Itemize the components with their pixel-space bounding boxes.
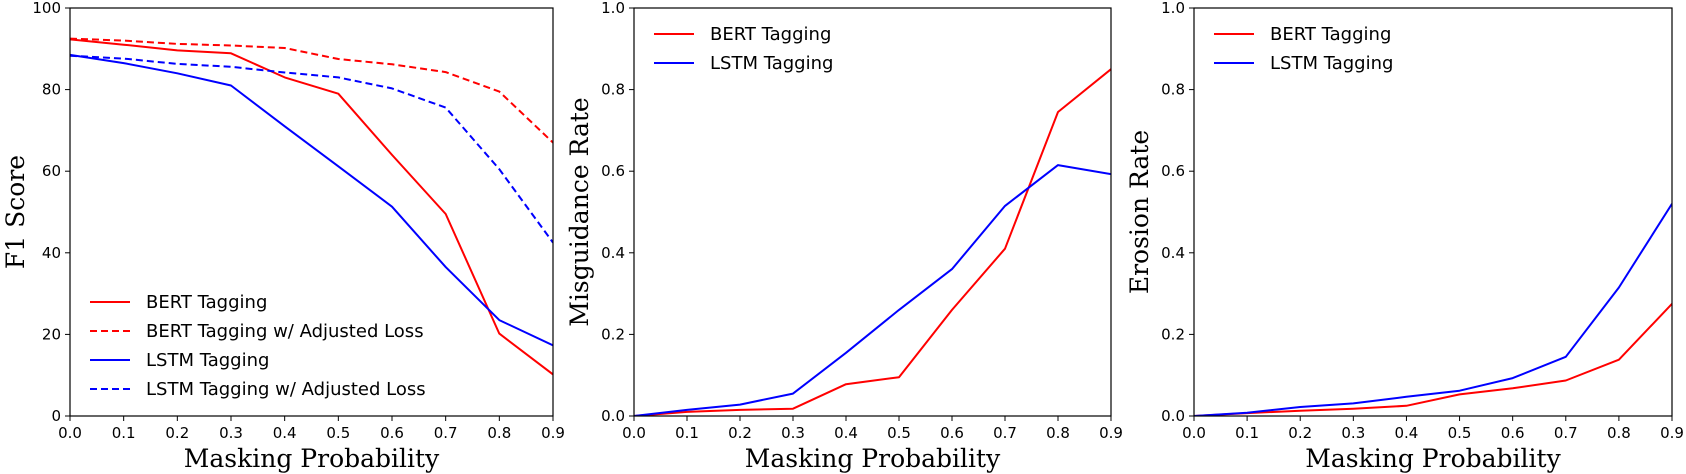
series-line-3	[70, 53, 553, 347]
y-tick-label: 20	[42, 325, 61, 343]
legend-label: BERT Tagging w/ Adjusted Loss	[146, 321, 424, 342]
legend-label: BERT Tagging	[146, 292, 267, 313]
axes-frame	[633, 7, 1112, 417]
x-tick-label: 0.8	[487, 424, 511, 442]
x-tick-label: 0.3	[219, 424, 243, 442]
legend-label: LSTM Tagging w/ Adjusted Loss	[146, 379, 426, 400]
y-tick-label: 1.0	[601, 0, 625, 17]
x-tick-label: 0.4	[1395, 424, 1419, 442]
y-tick-label: 60	[42, 162, 61, 180]
y-axis-label: Erosion Rate	[1125, 130, 1154, 294]
y-tick-label: 0.6	[601, 162, 625, 180]
x-tick-label: 0.0	[58, 424, 82, 442]
x-tick-label: 0.6	[380, 424, 404, 442]
y-tick-label: 0.6	[1161, 162, 1185, 180]
erosion-rate-chart: 0.0 0.1 0.2 0.3 0.4 0.5 0.6 0.7 0.8 0.9 0.0 0.2 0.4 0…	[1125, 0, 1684, 473]
x-tick-label: 0.4	[273, 424, 297, 442]
y-tick-label: 0.0	[1161, 407, 1185, 425]
y-tick-label: 0.8	[601, 81, 625, 99]
y-tick-label: 0.8	[1161, 81, 1185, 99]
series-line-2	[634, 164, 1111, 416]
y-tick-label: 0.0	[601, 407, 625, 425]
x-tick-label: 0.9	[1099, 424, 1123, 442]
series-line-1	[70, 38, 553, 376]
x-tick-label: 0.0	[1182, 424, 1206, 442]
y-tick-label: 1.0	[1161, 0, 1185, 17]
x-tick-label: 0.5	[1448, 424, 1472, 442]
x-axis-label: Masking Probability	[184, 444, 440, 473]
x-tick-label: 0.3	[781, 424, 805, 442]
x-tick-label: 0.7	[434, 424, 458, 442]
y-axis-label: F1 Score	[1, 155, 30, 269]
x-tick-label: 0.4	[834, 424, 858, 442]
x-tick-label: 0.1	[675, 424, 699, 442]
x-tick-label: 0.5	[887, 424, 911, 442]
legend-label: LSTM Tagging	[710, 53, 833, 74]
y-tick-label: 100	[32, 0, 61, 17]
misguidance-rate-chart: 0.0 0.1 0.2 0.3 0.4 0.5 0.6 0.7 0.8 0.9 0.0 0.2 0.4 0…	[565, 0, 1123, 473]
legend-label: BERT Tagging	[710, 24, 831, 45]
y-tick-label: 40	[42, 244, 61, 262]
y-tick-label: 0.4	[601, 244, 625, 262]
x-tick-label: 0.2	[165, 424, 189, 442]
series-line-2	[1194, 203, 1672, 416]
x-tick-label: 0.0	[622, 424, 646, 442]
x-tick-label: 0.7	[993, 424, 1017, 442]
f1-score-chart: 0.0 0.1 0.2 0.3 0.4 0.5 0.6 0.7 0.8 0.9 0 20 40 60 80 1…	[1, 0, 565, 473]
series-line-1	[634, 68, 1111, 416]
x-tick-label: 0.1	[1235, 424, 1259, 442]
series-line-2	[70, 37, 553, 144]
y-tick-label: 0.2	[1161, 325, 1185, 343]
x-axis-label: Masking Probability	[745, 444, 1001, 473]
x-tick-label: 0.6	[1501, 424, 1525, 442]
x-tick-label: 0.1	[112, 424, 136, 442]
x-tick-label: 0.5	[326, 424, 350, 442]
series-line-1	[1194, 303, 1672, 416]
y-tick-label: 0	[51, 407, 61, 425]
legend: BERT Tagging LSTM Tagging	[654, 24, 833, 74]
x-tick-label: 0.8	[1607, 424, 1631, 442]
legend: BERT Tagging BERT Tagging w/ Adjusted Los…	[90, 292, 426, 400]
series-line-4	[70, 54, 553, 244]
y-tick-label: 0.2	[601, 325, 625, 343]
y-tick-label: 80	[42, 81, 61, 99]
x-tick-label: 0.2	[1288, 424, 1312, 442]
x-tick-label: 0.7	[1554, 424, 1578, 442]
legend-label: LSTM Tagging	[146, 350, 269, 371]
x-tick-label: 0.2	[728, 424, 752, 442]
x-tick-label: 0.6	[940, 424, 964, 442]
legend: BERT Tagging LSTM Tagging	[1214, 24, 1393, 74]
x-tick-label: 0.9	[1660, 424, 1684, 442]
legend-label: BERT Tagging	[1270, 24, 1391, 45]
axes-frame	[1193, 7, 1673, 417]
x-tick-label: 0.8	[1046, 424, 1070, 442]
y-axis-label: Misguidance Rate	[565, 97, 594, 326]
legend-label: LSTM Tagging	[1270, 53, 1393, 74]
axes-frame	[69, 7, 554, 417]
x-tick-label: 0.9	[541, 424, 565, 442]
x-axis-label: Masking Probability	[1305, 444, 1561, 473]
y-tick-label: 0.4	[1161, 244, 1185, 262]
x-tick-label: 0.3	[1341, 424, 1365, 442]
